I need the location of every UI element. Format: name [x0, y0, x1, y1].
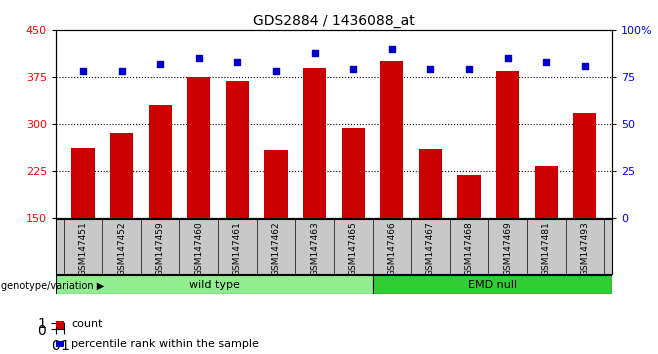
Point: [580, 63, 590, 69]
Text: GSM147465: GSM147465: [349, 221, 358, 276]
Text: percentile rank within the sample: percentile rank within the sample: [71, 339, 259, 349]
Point: [503, 55, 513, 61]
Point: [541, 59, 551, 65]
Point: [387, 46, 397, 52]
Bar: [535, 166, 558, 218]
Point: [270, 69, 281, 74]
Text: GSM147466: GSM147466: [388, 221, 396, 276]
Text: GSM147468: GSM147468: [465, 221, 474, 276]
Bar: [303, 68, 326, 218]
Point: [78, 69, 88, 74]
Text: GSM147461: GSM147461: [233, 221, 242, 276]
Text: GSM147493: GSM147493: [580, 221, 590, 276]
Text: GSM147462: GSM147462: [272, 221, 280, 276]
Bar: [372, 275, 612, 294]
Point: [193, 55, 204, 61]
Bar: [573, 113, 597, 218]
Text: GSM147459: GSM147459: [156, 221, 164, 276]
Bar: [71, 148, 95, 218]
Bar: [496, 71, 519, 218]
Bar: [342, 128, 365, 218]
Text: GSM147481: GSM147481: [542, 221, 551, 276]
Bar: [457, 175, 480, 218]
Point: [232, 59, 243, 65]
Point: [309, 50, 320, 56]
Point: [116, 69, 127, 74]
Bar: [149, 105, 172, 218]
Point: [464, 67, 474, 72]
Title: GDS2884 / 1436088_at: GDS2884 / 1436088_at: [253, 14, 415, 28]
Point: [348, 67, 359, 72]
Text: GSM147460: GSM147460: [194, 221, 203, 276]
Bar: [380, 61, 403, 218]
Text: GSM147463: GSM147463: [310, 221, 319, 276]
Text: GSM147469: GSM147469: [503, 221, 512, 276]
Text: count: count: [71, 319, 103, 329]
Point: [425, 67, 436, 72]
Point: [155, 61, 165, 67]
Bar: [419, 149, 442, 218]
Bar: [110, 133, 133, 218]
Text: GSM147467: GSM147467: [426, 221, 435, 276]
Bar: [56, 275, 372, 294]
Text: wild type: wild type: [189, 280, 240, 290]
Text: EMD null: EMD null: [468, 280, 517, 290]
Bar: [265, 150, 288, 218]
Text: genotype/variation ▶: genotype/variation ▶: [1, 281, 104, 291]
Bar: [226, 81, 249, 218]
Text: GSM147452: GSM147452: [117, 221, 126, 276]
Bar: [188, 77, 211, 218]
Text: GSM147451: GSM147451: [78, 221, 88, 276]
